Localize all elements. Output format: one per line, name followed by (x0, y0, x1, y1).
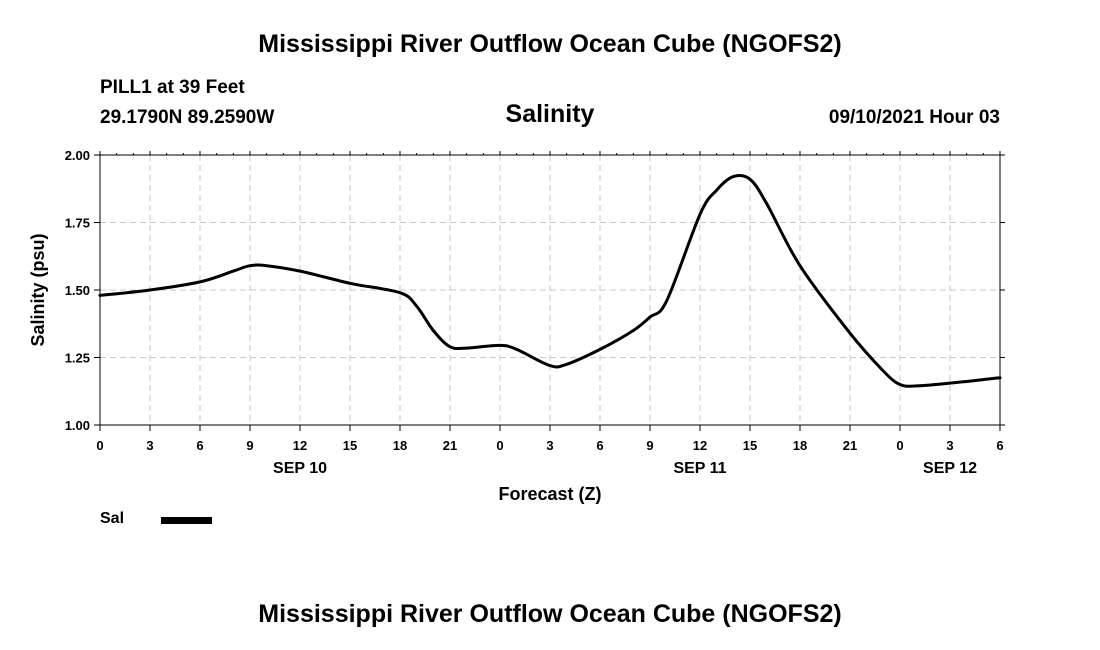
x-tick-label: 3 (146, 438, 153, 453)
station-coordinates: 29.1790N 89.2590W (100, 107, 275, 128)
legend-swatch (161, 517, 212, 524)
y-tick-label: 2.00 (65, 148, 90, 163)
x-tick-label: 3 (546, 438, 553, 453)
forecast-datetime: 09/10/2021 Hour 03 (828, 107, 1000, 128)
x-tick-label: 6 (196, 438, 203, 453)
y-tick-label: 1.25 (65, 351, 90, 366)
x-tick-label: 9 (646, 438, 653, 453)
station-label: PILL1 at 39 Feet (100, 77, 245, 98)
x-date-label: SEP 10 (273, 460, 327, 477)
x-tick-label: 12 (693, 438, 707, 453)
x-date-label: SEP 12 (923, 460, 977, 477)
x-tick-label: 18 (393, 438, 407, 453)
x-tick-label: 0 (896, 438, 903, 453)
x-tick-label: 18 (793, 438, 807, 453)
legend-label: Sal (100, 510, 125, 527)
x-tick-label: 0 (96, 438, 103, 453)
x-axis-title: Forecast (Z) (498, 484, 601, 504)
x-tick-label: 12 (293, 438, 307, 453)
series-line-salinity (98, 173, 1002, 388)
x-tick-label: 0 (496, 438, 503, 453)
x-date-label: SEP 11 (673, 460, 726, 477)
chart-subtitle: Salinity (505, 100, 595, 128)
x-tick-label: 15 (343, 438, 357, 453)
chart-main-title: Mississippi River Outflow Ocean Cube (NG… (258, 30, 842, 58)
footer-title: Mississippi River Outflow Ocean Cube (NG… (258, 600, 842, 628)
x-tick-label: 21 (843, 438, 857, 453)
x-tick-label: 6 (596, 438, 603, 453)
x-tick-label: 3 (946, 438, 953, 453)
y-tick-label: 1.00 (65, 418, 90, 433)
y-tick-label: 1.75 (65, 216, 90, 231)
x-tick-label: 15 (743, 438, 757, 453)
y-axis-title: Salinity (psu) (28, 233, 48, 346)
y-tick-label: 1.50 (65, 283, 90, 298)
x-tick-label: 21 (443, 438, 457, 453)
x-tick-label: 6 (996, 438, 1003, 453)
x-tick-label: 9 (246, 438, 253, 453)
